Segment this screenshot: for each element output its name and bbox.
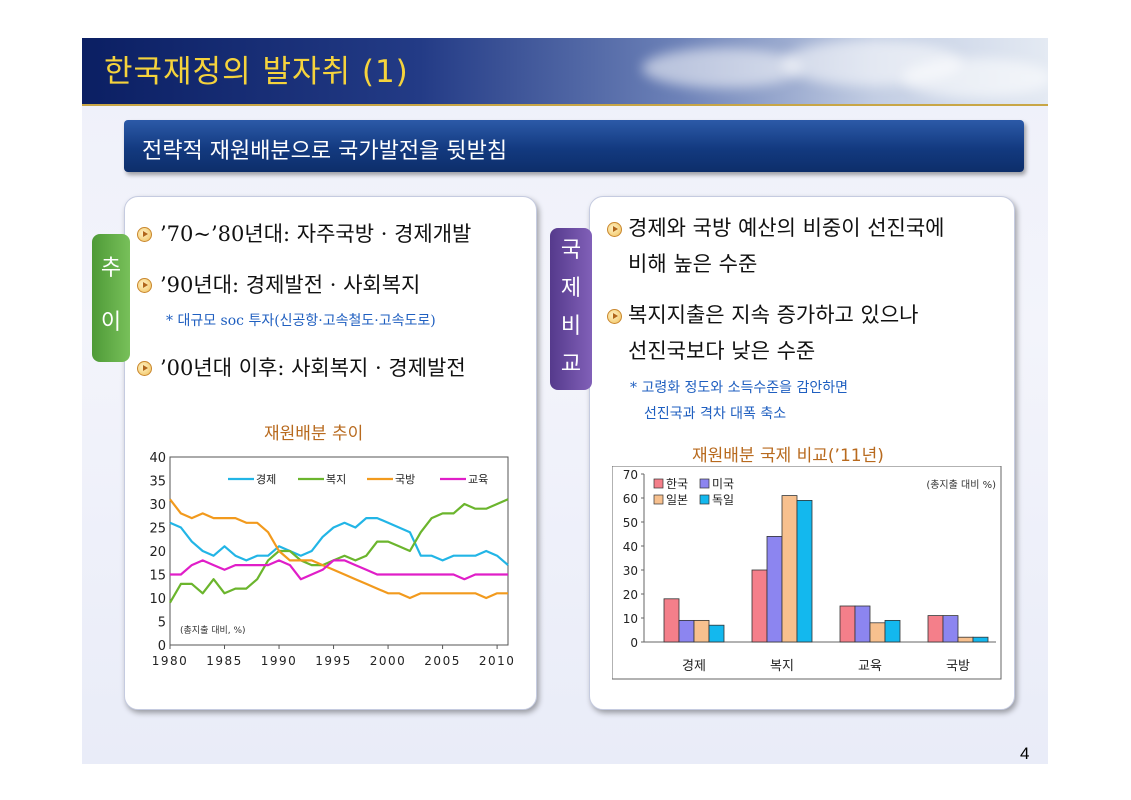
title-underline (82, 104, 1048, 106)
bar-경제-일본 (693, 619, 710, 643)
x-category-label: 복지 (770, 659, 794, 674)
bar-복지-독일 (796, 500, 813, 643)
page-number: 4 (1020, 744, 1030, 763)
bar-교육-미국 (854, 605, 871, 643)
bar-교육-일본 (869, 622, 886, 643)
legend-swatch (699, 478, 710, 489)
series-line-4 (170, 559, 508, 581)
y-tick-label: 60 (623, 492, 638, 506)
bar-경제-독일 (708, 624, 725, 643)
trend-tab-label: 추이 (100, 256, 122, 335)
x-tick-label: 1985 (206, 654, 243, 668)
comparison-tab: 국제비교 (550, 228, 592, 390)
x-tick-label: 1995 (315, 654, 352, 668)
x-tick-label: 2010 (479, 654, 514, 668)
x-category-label: 교육 (858, 659, 882, 674)
y-tick-label: 40 (149, 451, 166, 466)
y-tick-label: 30 (623, 564, 638, 578)
bullet-icon (137, 361, 152, 376)
bar-복지-한국 (751, 569, 768, 643)
bullet-icon (607, 309, 622, 324)
bar-국방-일본 (957, 636, 974, 643)
y-tick-label: 10 (149, 592, 166, 607)
x-tick-label: 1990 (261, 654, 298, 668)
x-tick-label: 2005 (424, 654, 461, 668)
legend-label: 교육 (468, 473, 488, 486)
series-line-3 (169, 498, 508, 600)
subtitle: 전략적 재원배분으로 국가발전을 뒷받침 (142, 139, 508, 164)
x-category-label: 국방 (946, 659, 970, 674)
subtitle-bar (124, 120, 1024, 172)
x-category-label: 경제 (682, 659, 706, 674)
legend-label: 한국 (666, 477, 688, 491)
y-tick-label: 70 (623, 468, 638, 482)
bar-복지-일본 (781, 495, 798, 643)
right-bullet-2-line-2: 선진국보다 낮은 수준 (628, 339, 816, 363)
legend-swatch (653, 494, 664, 505)
y-tick-label: 15 (149, 569, 166, 584)
x-tick-label: 2000 (370, 654, 407, 668)
bullet-icon (137, 278, 152, 293)
legend-label: 경제 (256, 473, 276, 486)
right-note-line-2: 선진국과 격차 대폭 축소 (644, 406, 787, 422)
slide: 한국재정의 발자취 (1) 전략적 재원배분으로 국가발전을 뒷받침 추이 국제… (82, 38, 1048, 764)
left-bullet-1: ’70~’80년대: 자주국방 · 경제개발 (160, 222, 472, 246)
legend-label: 국방 (395, 473, 415, 486)
chart-note: (총지출 대비 %) (926, 479, 996, 491)
right-bullet-1-line-2: 비해 높은 수준 (628, 252, 758, 276)
chart-note: (총지출 대비, %) (180, 625, 246, 636)
y-tick-label: 35 (149, 475, 166, 490)
bullet-icon (607, 222, 622, 237)
series-line-2 (169, 498, 509, 604)
y-tick-label: 25 (149, 522, 166, 537)
bar-복지-미국 (766, 536, 783, 643)
trend-line-chart: 0 5 10 15 20 25 30 35 40 1980 1985 1990 1995 2000 2005… (149, 451, 514, 668)
y-tick-label: 10 (623, 612, 638, 626)
title-banner (82, 38, 1048, 104)
left-bullet-2: ’90년대: 경제발전 · 사회복지 (160, 273, 421, 297)
left-bullet-3: ’00년대 이후: 사회복지 · 경제발전 (160, 356, 466, 380)
y-tick-label: 50 (623, 516, 638, 530)
bar-경제-한국 (663, 598, 680, 643)
bar-국방-한국 (927, 615, 944, 643)
bar-교육-독일 (884, 619, 901, 643)
trend-chart-title: 재원배분 추이 (264, 424, 364, 444)
bullet-icon (137, 227, 152, 242)
comparison-tab-label: 국제비교 (560, 238, 582, 377)
series-line-1 (169, 516, 509, 566)
y-tick-label: 20 (149, 545, 166, 560)
y-tick-label: 40 (623, 540, 638, 554)
trend-tab: 추이 (92, 234, 130, 362)
plot-area (169, 456, 509, 646)
right-bullet-2-line-1: 복지지출은 지속 증가하고 있으나 (628, 303, 919, 327)
right-bullet-1-line-1: 경제와 국방 예산의 비중이 선진국에 (628, 216, 945, 240)
legend-label: 일본 (666, 493, 688, 507)
legend-swatch (699, 494, 710, 505)
comparison-chart-title: 재원배분 국제 비교(’11년) (692, 446, 884, 466)
y-tick-label: 30 (149, 498, 166, 513)
bar-교육-한국 (839, 605, 856, 643)
y-tick-label: 20 (623, 588, 638, 602)
left-note: * 대규모 soc 투자(신공항·고속철도·고속도로) (166, 313, 436, 329)
page-title: 한국재정의 발자취 (1) (104, 54, 409, 90)
y-tick-label: 0 (630, 636, 638, 650)
bar-경제-미국 (678, 619, 695, 643)
legend-label: 미국 (712, 477, 734, 491)
bar-국방-독일 (972, 636, 989, 643)
y-tick-label: 5 (158, 616, 166, 631)
legend-label: 복지 (326, 473, 346, 486)
legend-swatch (653, 478, 664, 489)
y-tick-label: 0 (158, 639, 166, 654)
right-note-line-1: * 고령화 정도와 소득수준을 감안하면 (630, 380, 848, 396)
legend-label: 독일 (712, 493, 734, 507)
bar-국방-미국 (942, 615, 959, 643)
x-tick-label: 1980 (152, 654, 189, 668)
